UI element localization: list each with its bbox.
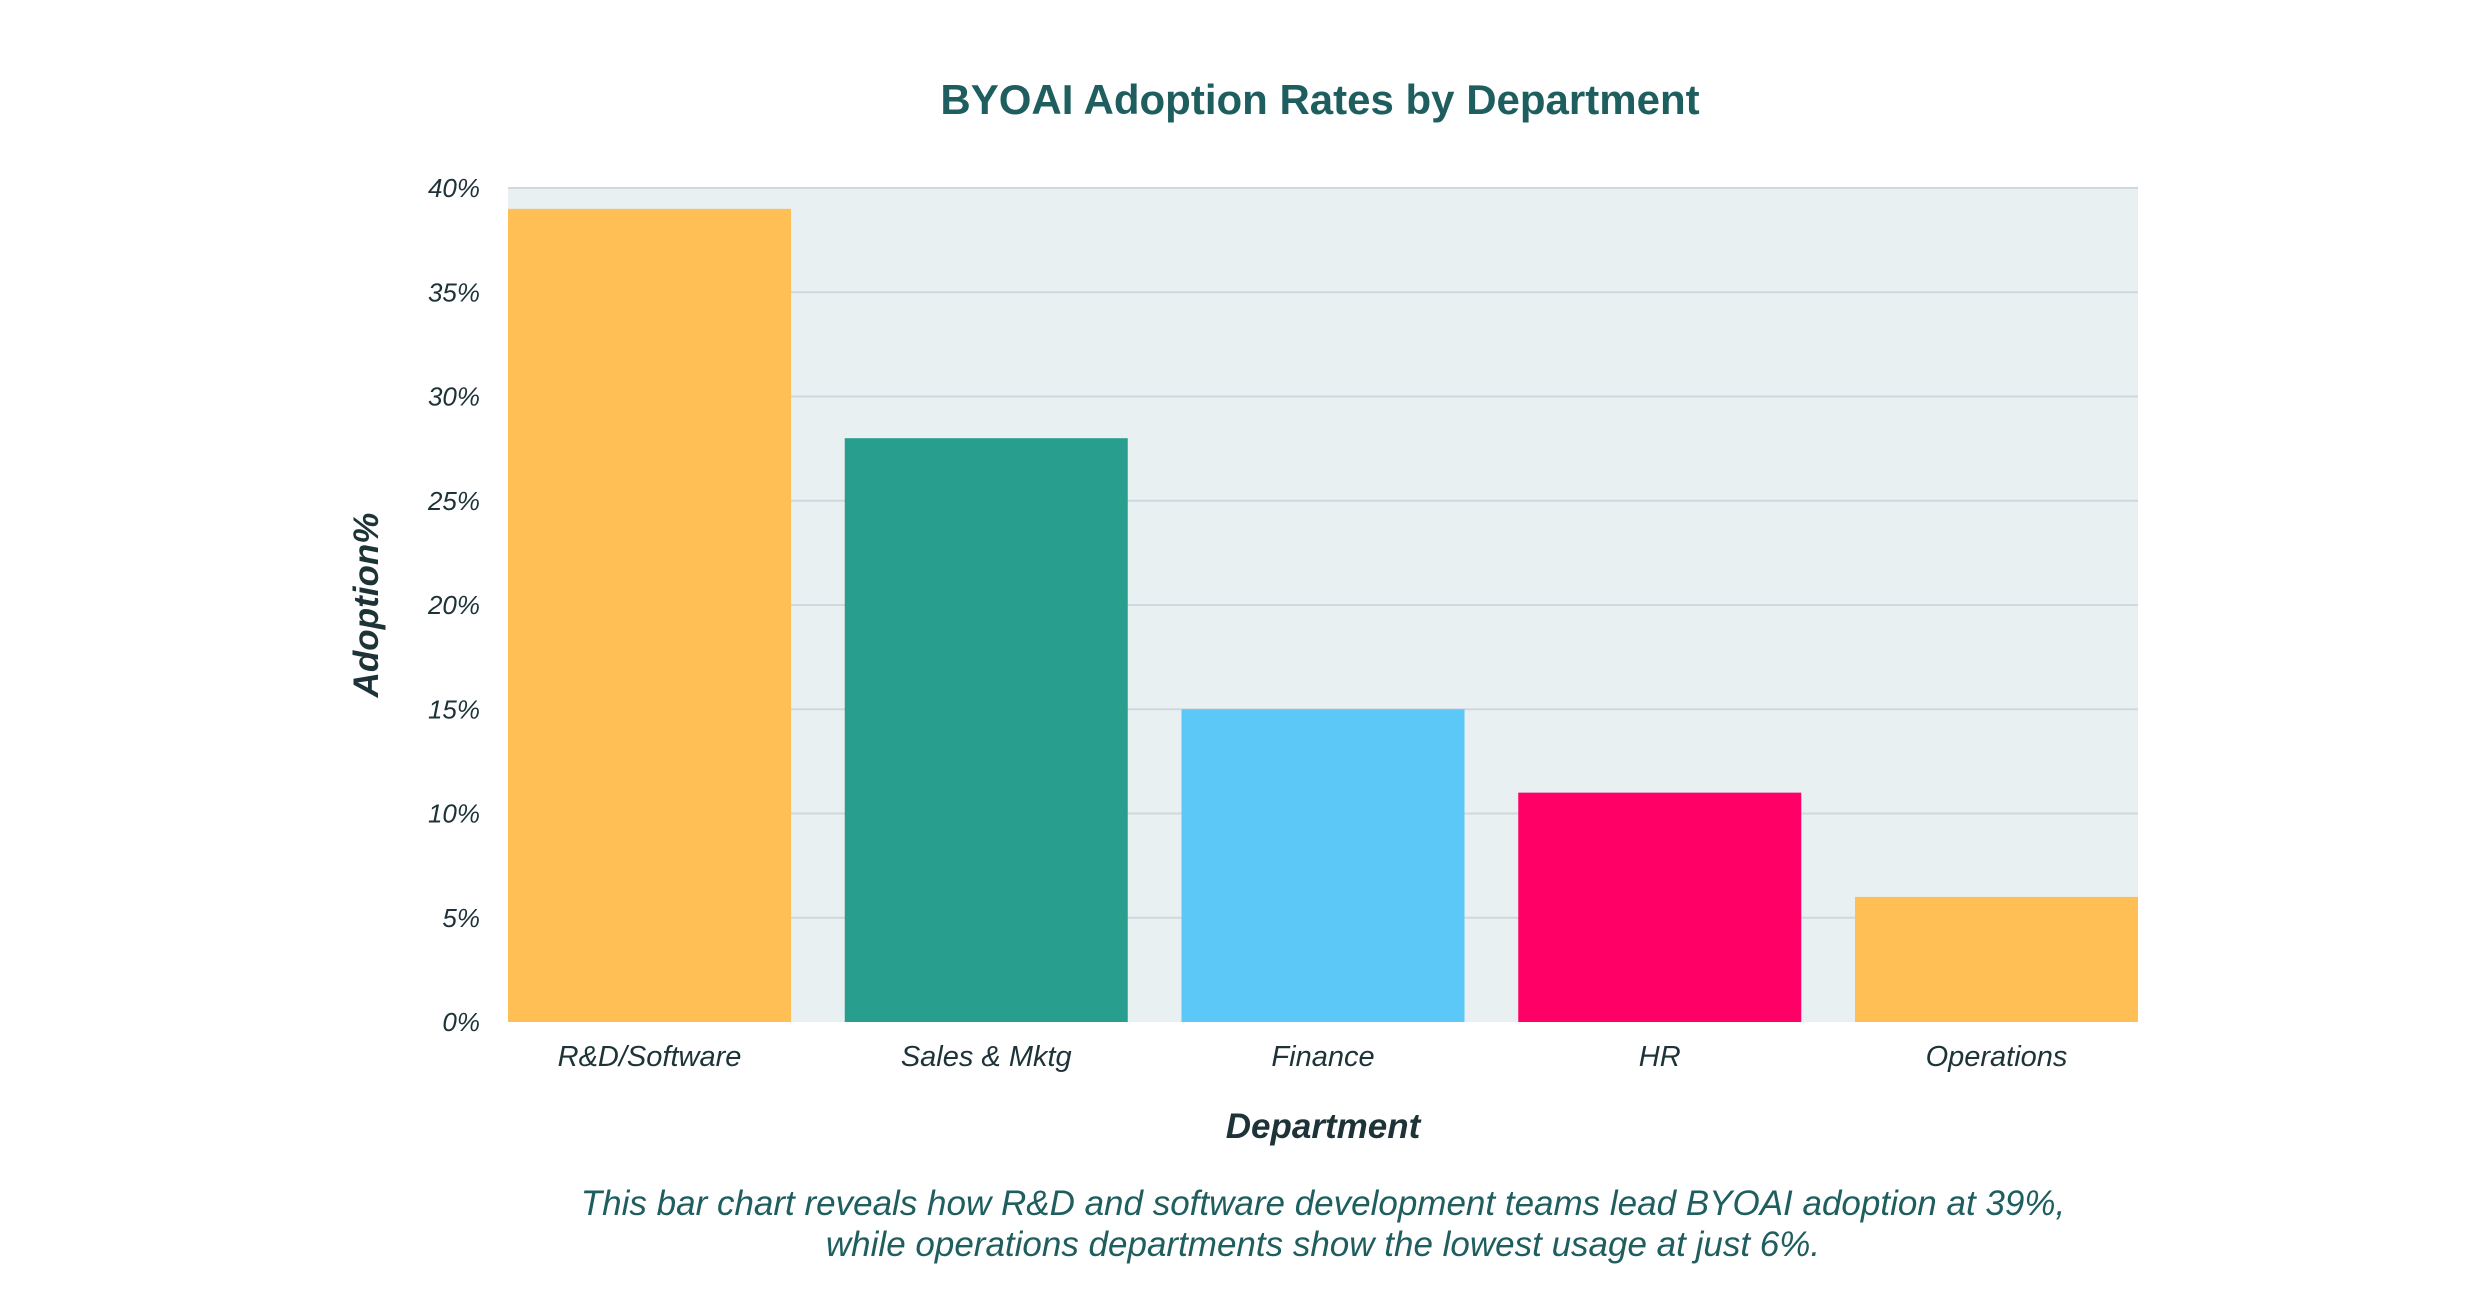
y-tick-label: 10% — [428, 799, 480, 829]
y-tick-label: 40% — [428, 173, 480, 203]
x-category-label: Finance — [1271, 1041, 1374, 1073]
bars — [508, 208, 2138, 1023]
x-axis-title: Department — [1226, 1107, 1422, 1146]
y-tick-label: 35% — [428, 277, 480, 307]
x-axis-categories: R&D/Software Sales & Mktg Finance HR Operati… — [558, 1041, 2068, 1073]
x-category-label: Operations — [1926, 1041, 2068, 1073]
y-tick-label: 25% — [427, 486, 480, 516]
y-tick-label: 20% — [427, 590, 480, 620]
bar-sales-mktg — [844, 438, 1128, 1022]
y-axis-ticks: 0% 5% 10% 15% 20% 25% 30% 35% 40% — [427, 173, 480, 1037]
caption-line-2: while operations departments show the lo… — [826, 1225, 1820, 1264]
caption-line-1: This bar chart reveals how R&D and softw… — [581, 1184, 2065, 1223]
y-tick-label: 30% — [428, 382, 480, 412]
y-tick-label: 0% — [442, 1007, 480, 1037]
chart-title: BYOAI Adoption Rates by Department — [940, 76, 1699, 123]
x-category-label: HR — [1639, 1041, 1681, 1073]
x-category-label: Sales & Mktg — [901, 1041, 1072, 1073]
y-axis-title: Adoption% — [347, 513, 386, 699]
y-tick-label: 5% — [442, 903, 480, 933]
bar-finance — [1181, 709, 1465, 1022]
x-category-label: R&D/Software — [558, 1041, 742, 1073]
bar-hr — [1518, 792, 1802, 1022]
y-tick-label: 15% — [428, 694, 480, 724]
bar-r-d-software — [508, 208, 791, 1023]
bar-operations — [1855, 896, 2138, 1022]
